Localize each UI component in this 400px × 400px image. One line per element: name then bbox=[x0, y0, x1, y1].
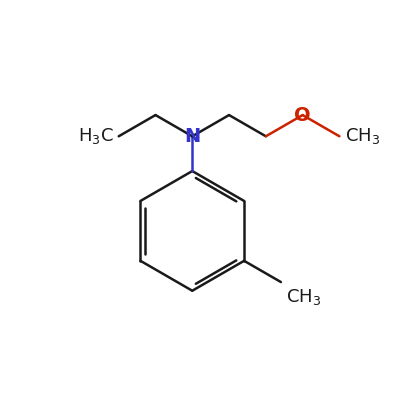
Text: CH$_3$: CH$_3$ bbox=[286, 287, 321, 307]
Text: CH$_3$: CH$_3$ bbox=[345, 126, 380, 146]
Text: O: O bbox=[294, 106, 311, 124]
Text: H$_3$C: H$_3$C bbox=[78, 126, 114, 146]
Text: N: N bbox=[184, 127, 200, 146]
